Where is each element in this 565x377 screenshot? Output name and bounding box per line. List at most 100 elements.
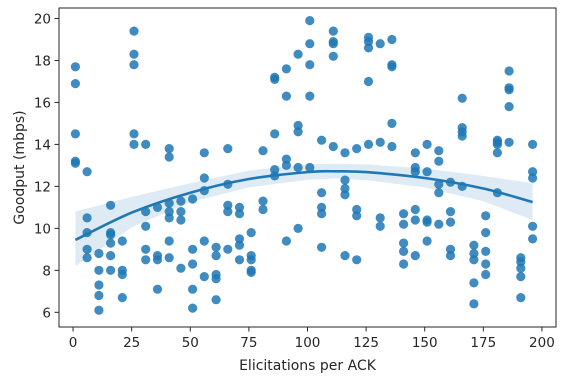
data-point <box>387 62 397 72</box>
data-point <box>305 60 315 70</box>
data-point <box>211 274 221 284</box>
data-point <box>246 267 256 277</box>
data-point <box>305 162 315 173</box>
data-point <box>363 76 374 87</box>
data-point <box>129 139 139 149</box>
data-point <box>410 167 420 177</box>
data-point <box>141 255 151 265</box>
data-point <box>293 49 303 59</box>
data-point <box>152 284 163 294</box>
data-point <box>70 158 80 168</box>
y-tick-label: 8 <box>42 263 51 279</box>
data-point <box>188 194 198 204</box>
y-tick-label: 14 <box>34 137 51 153</box>
data-point <box>387 34 397 45</box>
data-point <box>352 255 362 265</box>
data-point <box>129 60 139 70</box>
data-point <box>176 263 186 273</box>
data-point <box>70 129 80 139</box>
x-axis-label: Elicitations per ACK <box>239 358 377 374</box>
x-tick-label: 50 <box>182 335 199 351</box>
data-point <box>399 209 409 219</box>
data-point <box>164 213 174 223</box>
data-point <box>340 183 350 194</box>
data-point <box>164 253 174 263</box>
data-point <box>211 251 221 261</box>
data-point <box>399 246 409 256</box>
data-point <box>176 215 186 225</box>
data-point <box>340 175 350 185</box>
x-axis-ticks: 0 25 50 75 100 125 150 175 200 <box>69 327 555 351</box>
x-tick-label: 150 <box>412 335 438 351</box>
data-point <box>305 39 315 49</box>
data-point <box>375 137 385 147</box>
data-point <box>188 303 198 313</box>
data-point <box>270 129 280 139</box>
data-point <box>528 234 538 244</box>
data-point <box>528 221 538 231</box>
y-axis-ticks: 6 8 10 12 14 16 18 20 <box>34 11 59 321</box>
data-point <box>375 221 385 231</box>
data-point <box>399 238 409 248</box>
data-point <box>457 131 467 141</box>
data-point <box>106 251 116 261</box>
data-point <box>270 165 280 175</box>
data-point <box>293 127 303 137</box>
data-point <box>129 26 139 36</box>
data-point <box>129 49 139 59</box>
data-point <box>387 141 397 152</box>
data-point <box>199 236 209 246</box>
data-point <box>317 202 327 212</box>
data-point <box>434 146 444 156</box>
data-point <box>82 253 92 263</box>
data-point <box>481 211 491 221</box>
data-point <box>258 204 268 215</box>
data-point <box>516 272 526 282</box>
data-point <box>164 152 174 162</box>
data-point <box>528 139 538 149</box>
data-point <box>70 62 80 72</box>
data-point <box>410 204 420 215</box>
data-point <box>106 230 116 240</box>
y-axis-label: Goodput (mbps) <box>12 110 28 224</box>
y-tick-label: 18 <box>34 53 51 69</box>
data-point <box>422 217 432 227</box>
data-point <box>176 196 186 206</box>
data-point <box>223 200 233 210</box>
fit-line-layer <box>74 169 533 242</box>
data-point <box>70 79 80 89</box>
data-point <box>141 244 151 254</box>
data-point <box>492 148 502 158</box>
data-point <box>363 37 374 47</box>
data-point <box>106 200 116 210</box>
x-tick-label: 75 <box>240 335 257 351</box>
data-point <box>422 167 432 177</box>
data-point <box>317 135 327 145</box>
data-point <box>117 269 127 280</box>
data-point <box>363 43 374 53</box>
data-point <box>457 93 467 103</box>
data-point <box>434 179 444 189</box>
data-point <box>164 236 174 246</box>
data-point <box>481 269 491 280</box>
data-point <box>281 154 291 164</box>
data-point <box>410 148 420 158</box>
data-point <box>246 255 256 265</box>
data-point <box>516 257 526 267</box>
data-point <box>445 251 456 261</box>
y-tick-label: 6 <box>42 305 51 321</box>
data-point <box>94 290 104 301</box>
data-point <box>188 284 198 294</box>
data-point <box>258 196 268 206</box>
data-point <box>82 244 92 254</box>
data-point <box>281 91 291 101</box>
data-point <box>176 207 186 217</box>
data-point <box>445 217 456 227</box>
data-point <box>82 213 92 223</box>
data-point <box>516 263 526 273</box>
data-point <box>445 244 456 254</box>
data-point <box>281 160 291 170</box>
data-point <box>422 236 432 246</box>
data-point <box>317 242 327 252</box>
